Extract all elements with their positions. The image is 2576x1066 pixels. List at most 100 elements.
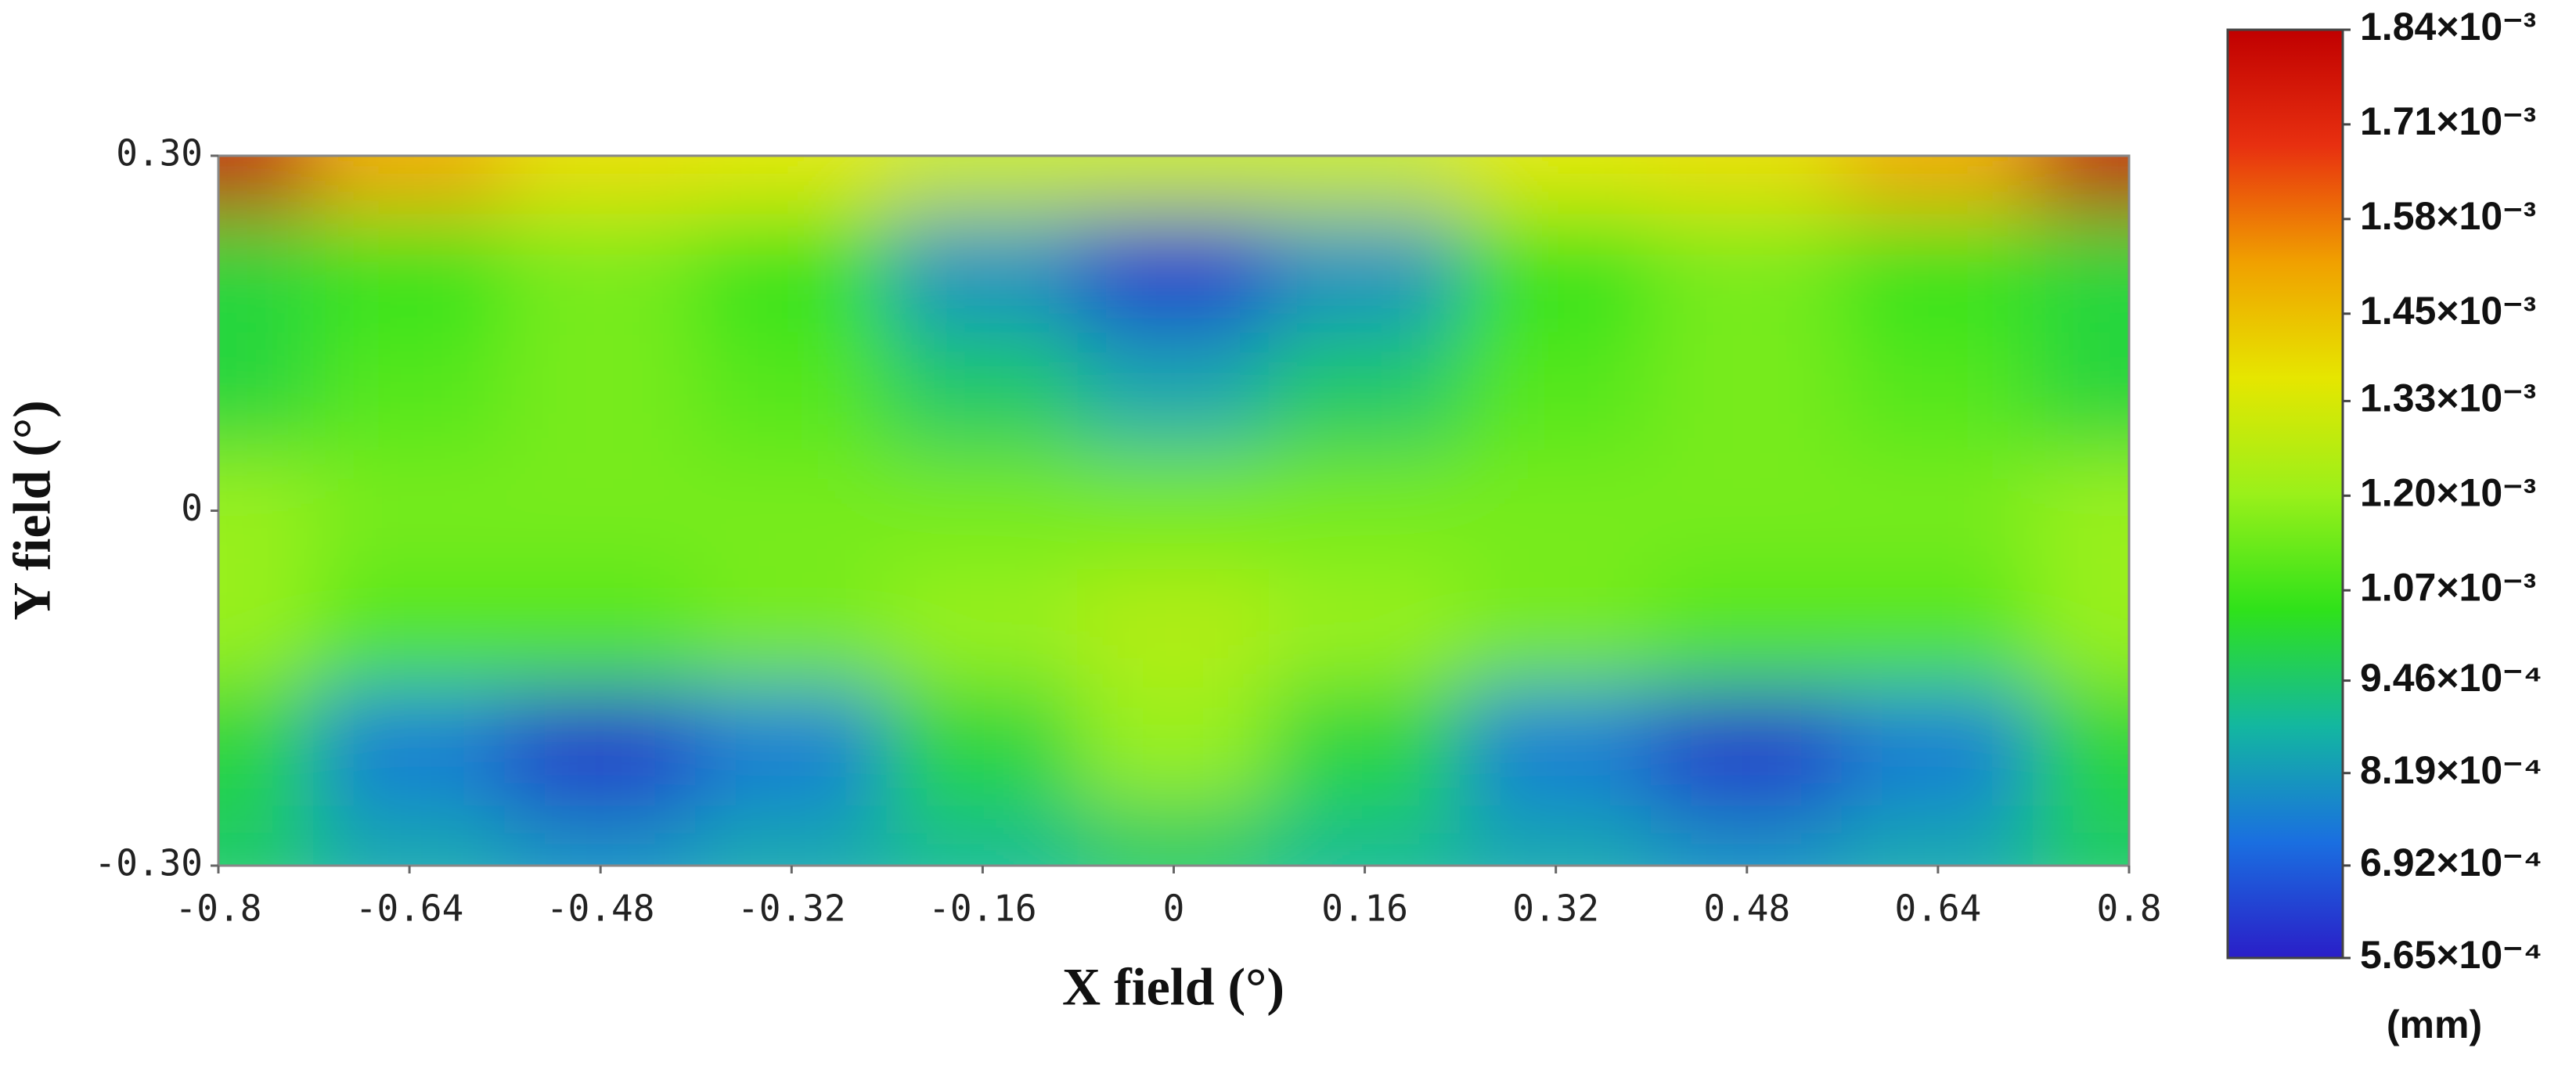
heatmap-cell xyxy=(886,450,1079,571)
heatmap-cell xyxy=(1650,687,1843,808)
heatmap-cell xyxy=(1077,569,1270,690)
heatmap-cell xyxy=(218,450,315,571)
heatmap-cell xyxy=(695,687,888,808)
heatmap-cell xyxy=(313,332,506,452)
heatmap-cell xyxy=(1077,332,1270,452)
heatmap-cell xyxy=(1841,450,2034,571)
y-tick-label: 0.30 xyxy=(116,132,203,175)
heatmap-cell xyxy=(1650,156,1843,216)
heatmap-cell xyxy=(313,214,506,334)
colorbar xyxy=(2226,28,2344,960)
heatmap-cell xyxy=(218,156,315,216)
heatmap-cell xyxy=(313,156,506,216)
heatmap-cell xyxy=(1841,214,2034,334)
heatmap-cell xyxy=(218,569,315,690)
colorbar-tick-label: 1.33×10⁻³ xyxy=(2360,376,2536,420)
heatmap-cell xyxy=(1459,450,1652,571)
heatmap-cell xyxy=(2032,214,2129,334)
heatmap-cell xyxy=(218,214,315,334)
heatmap-cell xyxy=(1459,214,1652,334)
y-axis-title: Y field (°) xyxy=(2,400,62,621)
heatmap-cell xyxy=(886,805,1079,866)
heatmap-cell xyxy=(2032,332,2129,452)
heatmap-cell xyxy=(504,214,697,334)
heatmap-cell xyxy=(504,450,697,571)
heatmap-cell xyxy=(504,687,697,808)
heatmap-cell xyxy=(1841,569,2034,690)
heatmap-cell xyxy=(1841,332,2034,452)
heatmap-cell xyxy=(1841,156,2034,216)
heatmap-cell xyxy=(218,805,315,866)
colorbar-tick-label: 8.19×10⁻⁴ xyxy=(2360,748,2542,792)
x-tick-label: -0.8 xyxy=(175,888,262,930)
heatmap-cell xyxy=(313,569,506,690)
heatmap-cell xyxy=(2032,450,2129,571)
heatmap-cell xyxy=(1650,332,1843,452)
heatmap-cell xyxy=(695,569,888,690)
heatmap-cell xyxy=(1077,214,1270,334)
heatmap-cell xyxy=(886,687,1079,808)
x-tick-label: -0.64 xyxy=(355,888,463,930)
heatmap-cell xyxy=(1459,332,1652,452)
heatmap-cell xyxy=(313,687,506,808)
colorbar-tick-label: 6.92×10⁻⁴ xyxy=(2360,841,2542,884)
heatmap-cell xyxy=(2032,569,2129,690)
heatmap-cell xyxy=(1077,156,1270,216)
heatmap-cell xyxy=(1459,156,1652,216)
heatmap-cell xyxy=(504,805,697,866)
heatmap-cell xyxy=(1459,569,1652,690)
x-axis-title: X field (°) xyxy=(1062,957,1284,1017)
heatmap-cell xyxy=(1650,214,1843,334)
heatmap-cell xyxy=(504,332,697,452)
heatmap-cell xyxy=(1268,450,1461,571)
heatmap-cell xyxy=(313,805,506,866)
colorbar-tick-label: 1.20×10⁻³ xyxy=(2360,471,2536,515)
heatmap-cell xyxy=(2032,687,2129,808)
x-tick-label: 0.64 xyxy=(1895,888,1982,930)
colorbar-tick-label: 1.71×10⁻³ xyxy=(2360,99,2536,143)
heatmap-cell xyxy=(886,332,1079,452)
heatmap-cell xyxy=(1268,156,1461,216)
x-tick-label: -0.32 xyxy=(737,888,845,930)
colorbar-tick-label: 1.07×10⁻³ xyxy=(2360,565,2536,609)
colorbar-tick-label: 9.46×10⁻⁴ xyxy=(2360,656,2542,700)
heatmap-cell xyxy=(1077,687,1270,808)
heatmap-cell xyxy=(1459,805,1652,866)
colorbar-tick-label: 1.45×10⁻³ xyxy=(2360,289,2536,333)
colorbar-tick-label: 5.65×10⁻⁴ xyxy=(2360,933,2542,977)
heatmap-cell xyxy=(1650,805,1843,866)
heatmap-cell xyxy=(1268,332,1461,452)
heatmap-cell xyxy=(695,156,888,216)
x-tick-label: 0.16 xyxy=(1321,888,1408,930)
x-tick-label: 0 xyxy=(1163,888,1185,930)
heatmap-cell xyxy=(1841,687,2034,808)
heatmap-cell xyxy=(1650,569,1843,690)
x-tick-label: 0.32 xyxy=(1512,888,1599,930)
heatmap-cell xyxy=(1459,687,1652,808)
heatmap-cell xyxy=(313,450,506,571)
heatmap-cell xyxy=(1077,805,1270,866)
heatmap-cell xyxy=(695,805,888,866)
heatmap-cell xyxy=(1650,450,1843,571)
x-tick-label: 0.8 xyxy=(2096,888,2161,930)
heatmap-cell xyxy=(886,569,1079,690)
heatmap-cell xyxy=(504,156,697,216)
heatmap-area xyxy=(218,156,2129,866)
heatmap-cell xyxy=(2032,805,2129,866)
heatmap-cell xyxy=(2032,156,2129,216)
heatmap-cell xyxy=(695,332,888,452)
y-tick-label: 0 xyxy=(181,487,203,529)
heatmap-cell xyxy=(695,214,888,334)
colorbar-tick-label: 1.58×10⁻³ xyxy=(2360,194,2536,238)
heatmap-cell xyxy=(1268,214,1461,334)
heatmap-cell xyxy=(1268,687,1461,808)
heatmap-cell xyxy=(1077,450,1270,571)
x-tick-label: 0.48 xyxy=(1703,888,1790,930)
heatmap-cell xyxy=(886,156,1079,216)
x-tick-label: -0.48 xyxy=(546,888,654,930)
heatmap-cell xyxy=(1268,805,1461,866)
heatmap-cell xyxy=(1841,805,2034,866)
colorbar-unit: (mm) xyxy=(2387,1003,2482,1046)
heatmap-cell xyxy=(886,214,1079,334)
